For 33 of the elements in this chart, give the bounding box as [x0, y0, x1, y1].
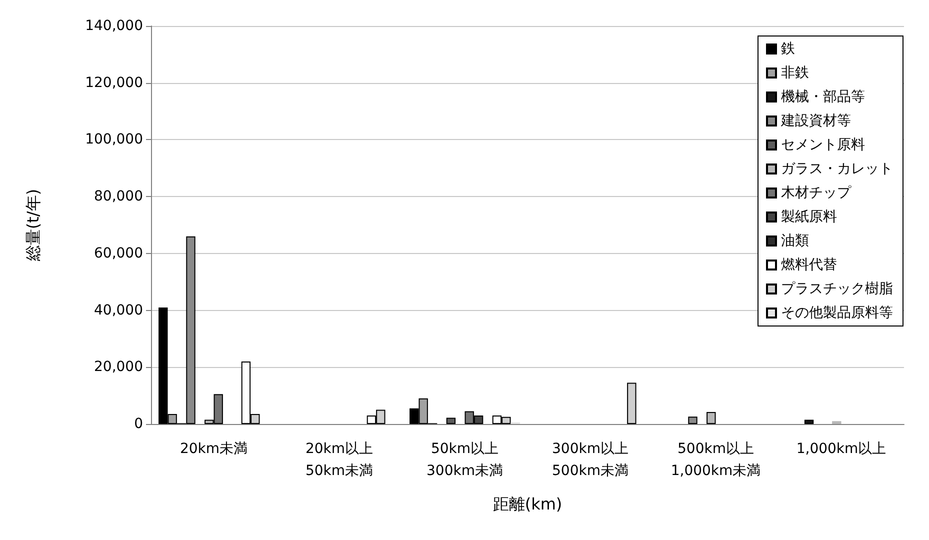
y-axis-title: 総量(t/年): [24, 188, 42, 262]
x-tick-label: 300km以上 500km未満: [552, 441, 628, 479]
x-tick-label: 20km未満: [180, 441, 248, 457]
y-tick-label: 80,000: [94, 188, 143, 205]
legend-label: 油類: [781, 233, 809, 249]
y-tick-label: 20,000: [94, 359, 143, 376]
x-axis-title: 距離(km): [492, 494, 562, 514]
y-tick-label: 60,000: [94, 245, 143, 262]
legend-label: ガラス・カレット: [781, 161, 893, 177]
x-tick-label: 500km以上 1,000km未満: [670, 441, 761, 479]
y-tick-label: 100,000: [85, 132, 143, 148]
legend-label: 燃料代替: [781, 257, 837, 273]
legend-label: その他製品原料等: [781, 305, 893, 321]
legend-label: 鉄: [781, 41, 795, 57]
legend-label: 非鉄: [781, 65, 809, 81]
x-tick-label: 50km以上 300km未満: [426, 441, 503, 479]
bar: [832, 421, 842, 424]
bar: [627, 382, 636, 424]
x-tick-label: 1,000km以上: [796, 441, 886, 457]
bar: [706, 412, 716, 424]
legend-label: プラスチック樹脂: [781, 281, 893, 297]
legend-label: 製紙原料: [781, 209, 837, 225]
y-tick-label: 0: [134, 416, 143, 432]
legend-label: 木材チップ: [781, 185, 852, 201]
y-tick-label: 40,000: [94, 302, 143, 318]
x-tick-label: 20km以上 50km未満: [305, 441, 374, 479]
y-tick-label: 140,000: [85, 18, 143, 34]
bar: [804, 420, 814, 424]
legend-label: 機械・部品等: [781, 89, 865, 105]
legend-label: セメント原料: [781, 137, 865, 153]
legend-label: 建設資材等: [780, 113, 851, 129]
bar: [446, 418, 456, 424]
y-tick-label: 120,000: [85, 74, 143, 91]
